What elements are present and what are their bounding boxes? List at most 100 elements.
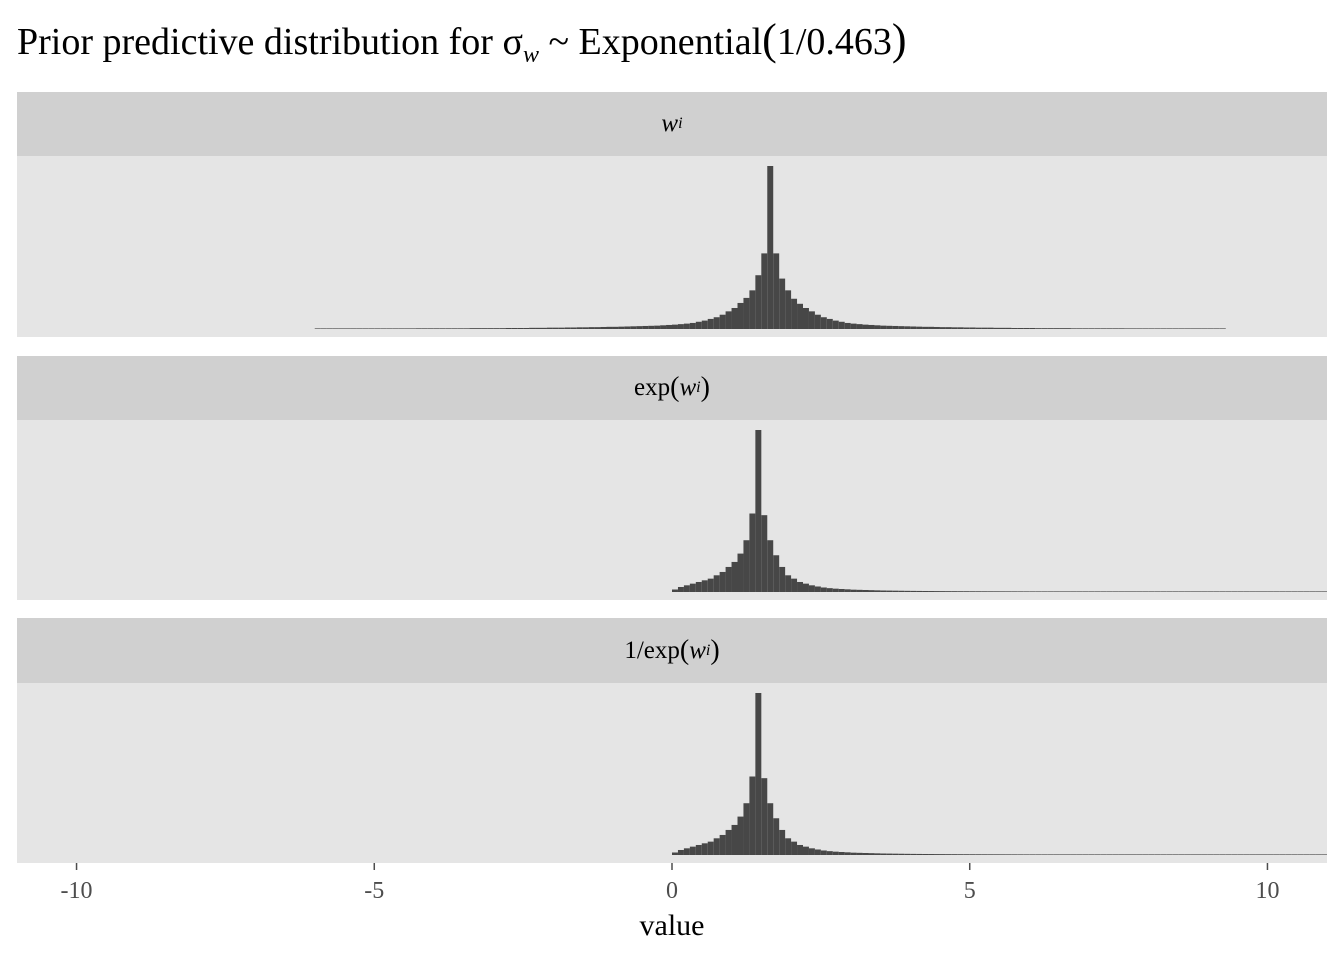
- histogram-bar: [850, 589, 857, 592]
- histogram-bar: [850, 852, 857, 855]
- histogram-bar: [939, 854, 946, 855]
- histogram-bar: [850, 323, 857, 329]
- histogram-bar: [1303, 591, 1310, 592]
- histogram-bar: [1035, 591, 1042, 592]
- histogram-bar: [469, 328, 476, 329]
- histogram-bar: [820, 317, 827, 329]
- histogram-bar: [743, 540, 750, 592]
- x-tick-label: 0: [666, 878, 678, 904]
- histogram-bar: [1076, 328, 1083, 329]
- histogram-bar: [951, 854, 958, 855]
- histogram-bar: [1047, 854, 1054, 855]
- histogram-bar: [910, 326, 917, 329]
- histogram-bar: [1201, 328, 1208, 329]
- histogram-bar: [576, 327, 583, 329]
- histogram-bar: [1231, 591, 1238, 592]
- histogram-bar: [767, 803, 774, 855]
- histogram-bar: [1070, 854, 1077, 855]
- histogram-bar: [814, 586, 821, 592]
- histogram-bar: [1112, 591, 1119, 592]
- histogram-bar: [505, 327, 512, 329]
- histogram-bar: [737, 302, 744, 329]
- histogram-bar: [862, 324, 869, 329]
- facet-panel-background: [17, 156, 1327, 337]
- histogram-bar: [487, 328, 494, 329]
- histogram-bar: [928, 326, 934, 329]
- facet-label-subscript: i: [696, 379, 701, 396]
- histogram-bar: [707, 841, 714, 855]
- histogram-bar: [910, 590, 917, 592]
- histogram-bar: [904, 590, 911, 592]
- histogram-bar: [1201, 854, 1208, 855]
- chart-title-close-paren: ): [891, 15, 907, 64]
- chart-title-arg: 1/0.463: [776, 21, 892, 63]
- histogram-bar: [999, 854, 1006, 855]
- histogram-bar: [1118, 854, 1125, 855]
- histogram-bar: [892, 853, 899, 855]
- histogram-bar: [969, 854, 976, 855]
- histogram-bar: [1166, 854, 1173, 855]
- histogram-bar: [1118, 328, 1125, 329]
- histogram-bar: [1088, 854, 1095, 855]
- histogram-bar: [880, 590, 887, 592]
- histogram-bar: [570, 327, 577, 329]
- histogram-bar: [517, 327, 524, 329]
- histogram-bar: [779, 278, 786, 329]
- histogram-bar: [916, 853, 923, 855]
- histogram-bar: [1297, 854, 1304, 855]
- histogram-bar: [898, 590, 905, 592]
- facet-label-open-paren: (: [679, 634, 690, 666]
- histogram-bar: [1321, 591, 1327, 592]
- histogram-bar: [1023, 591, 1030, 592]
- histogram-bar: [1088, 591, 1095, 592]
- histogram-bar: [1178, 591, 1185, 592]
- histogram-bar: [1059, 591, 1065, 592]
- histogram-bar: [701, 580, 708, 592]
- histogram-bar: [1029, 591, 1036, 592]
- histogram-bar: [963, 327, 970, 329]
- chart-title-open-paren: (: [762, 15, 777, 64]
- histogram-bar: [654, 325, 661, 329]
- histogram-bar: [975, 591, 982, 592]
- histogram-bar: [1076, 854, 1083, 855]
- facet-strip-label: 1/exp(w i): [17, 618, 1327, 683]
- histogram-bar: [719, 834, 726, 855]
- facet-label-variable: w: [661, 110, 679, 137]
- histogram-bar: [803, 846, 809, 855]
- histogram-bar: [719, 314, 726, 329]
- histogram-bar: [713, 838, 720, 855]
- histogram-bar: [677, 849, 684, 855]
- histogram-bar: [856, 324, 863, 329]
- histogram-bar: [951, 327, 958, 329]
- facet-panel-inv_exp_w: 1/exp(w i): [17, 618, 1327, 863]
- histogram-bar: [993, 591, 1000, 592]
- histogram-bar: [1207, 854, 1214, 855]
- facet-panel-background: [17, 420, 1327, 600]
- histogram-bar: [1160, 854, 1167, 855]
- histogram-bar: [475, 328, 482, 329]
- histogram-bar: [785, 575, 792, 592]
- histogram-bar: [832, 320, 839, 329]
- histogram-bar: [1118, 591, 1125, 592]
- histogram-bar: [957, 854, 964, 855]
- histogram-bar: [761, 778, 768, 855]
- histogram-bar: [779, 566, 786, 592]
- histogram-bar: [493, 328, 500, 329]
- histogram-bar: [969, 327, 976, 329]
- histogram-bar: [546, 327, 553, 329]
- histogram-bar: [880, 325, 887, 329]
- histogram-bar: [731, 561, 738, 592]
- histogram-bar: [928, 854, 934, 855]
- histogram-bar: [362, 328, 369, 329]
- histogram-bar: [1255, 591, 1262, 592]
- histogram-bar: [838, 588, 845, 592]
- histogram-bar: [981, 591, 988, 592]
- histogram-bar: [963, 854, 970, 855]
- histogram-bar: [767, 540, 774, 592]
- histogram-bar: [1321, 854, 1327, 855]
- histogram-bar: [1041, 591, 1048, 592]
- histogram-bar: [326, 328, 333, 329]
- histogram-bar: [1184, 328, 1191, 329]
- histogram-bar: [808, 311, 815, 329]
